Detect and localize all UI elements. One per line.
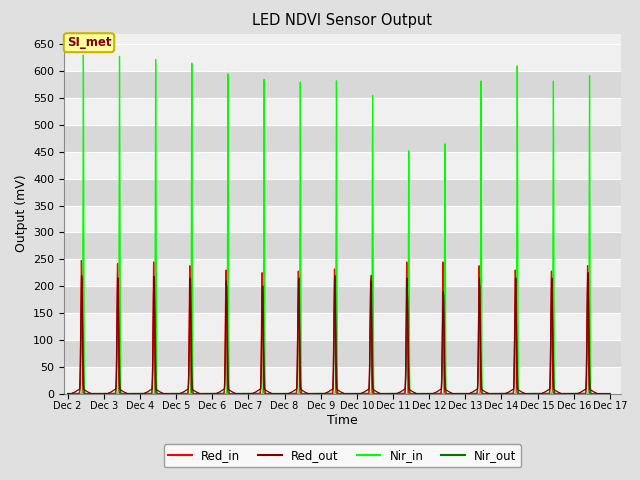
- Red_in: [412, 391, 420, 396]
- Bar: [64, 286, 621, 313]
- Red_out: [571, 391, 579, 396]
- Bar: [64, 71, 621, 98]
- Bar: [64, 232, 621, 259]
- Red_in: [320, 391, 328, 396]
- Nir_in: [412, 391, 420, 396]
- Red_out: [606, 391, 614, 396]
- Nir_in: [79, 52, 87, 58]
- Red_out: [392, 391, 399, 396]
- Red_in: [199, 391, 207, 396]
- Bar: [64, 313, 621, 340]
- Bar: [64, 152, 621, 179]
- Bar: [64, 259, 621, 286]
- Red_out: [64, 391, 72, 396]
- X-axis label: Time: Time: [327, 414, 358, 427]
- Red_in: [571, 391, 579, 396]
- Red_out: [584, 270, 591, 276]
- Title: LED NDVI Sensor Output: LED NDVI Sensor Output: [252, 13, 433, 28]
- Red_out: [412, 390, 420, 396]
- Legend: Red_in, Red_out, Nir_in, Nir_out: Red_in, Red_out, Nir_in, Nir_out: [163, 444, 522, 467]
- Bar: [64, 179, 621, 205]
- Line: Red_in: Red_in: [68, 260, 610, 394]
- Bar: [64, 340, 621, 367]
- Line: Red_out: Red_out: [68, 273, 610, 394]
- Red_out: [452, 391, 460, 396]
- Nir_in: [571, 391, 579, 396]
- Text: SI_met: SI_met: [67, 36, 111, 49]
- Bar: [64, 367, 621, 394]
- Nir_out: [584, 270, 592, 276]
- Bar: [64, 125, 621, 152]
- Red_out: [320, 391, 328, 396]
- Y-axis label: Output (mV): Output (mV): [15, 175, 28, 252]
- Red_in: [77, 257, 85, 263]
- Line: Nir_out: Nir_out: [68, 273, 610, 394]
- Bar: [64, 205, 621, 232]
- Nir_out: [320, 391, 328, 396]
- Nir_in: [64, 391, 72, 396]
- Red_in: [606, 391, 614, 396]
- Nir_out: [571, 391, 579, 396]
- Bar: [64, 44, 621, 71]
- Red_in: [392, 391, 399, 396]
- Nir_in: [606, 391, 614, 396]
- Nir_in: [452, 391, 460, 396]
- Nir_out: [412, 391, 420, 396]
- Line: Nir_in: Nir_in: [68, 55, 610, 394]
- Nir_in: [199, 391, 207, 396]
- Bar: [64, 98, 621, 125]
- Nir_out: [606, 391, 614, 396]
- Red_in: [64, 391, 72, 396]
- Nir_in: [320, 391, 328, 396]
- Nir_out: [64, 391, 72, 396]
- Nir_out: [392, 391, 399, 396]
- Red_out: [199, 391, 207, 396]
- Nir_out: [452, 391, 460, 396]
- Nir_out: [199, 391, 207, 396]
- Red_in: [452, 391, 460, 396]
- Nir_in: [392, 391, 399, 396]
